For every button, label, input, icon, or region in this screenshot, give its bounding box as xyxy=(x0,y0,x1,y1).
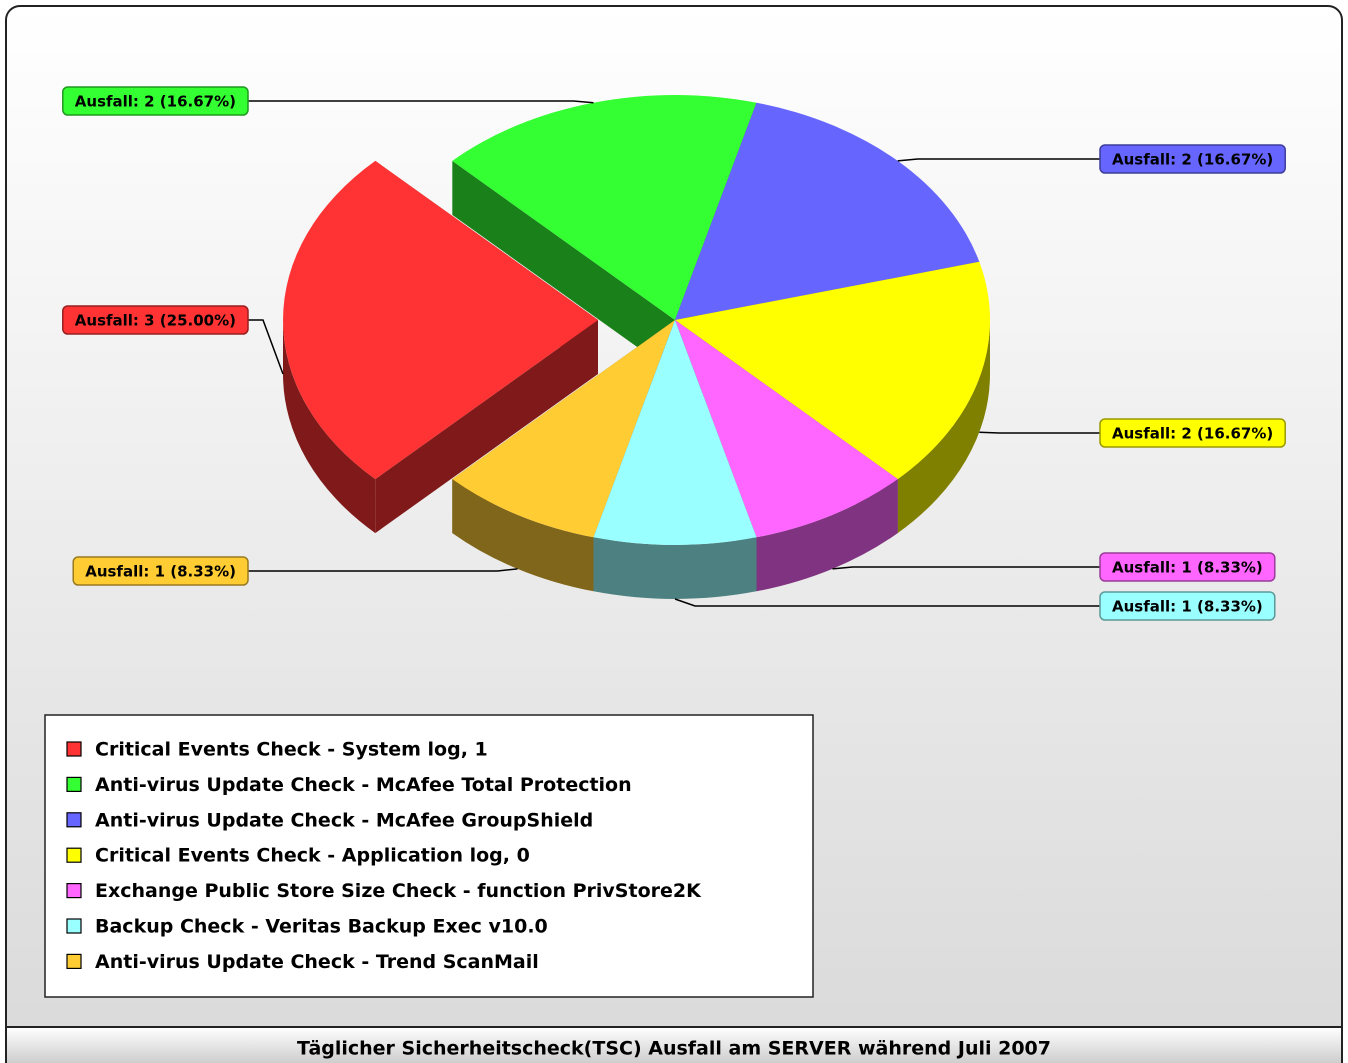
legend: Critical Events Check - System log, 1 Ant… xyxy=(66,739,702,973)
legend-swatch xyxy=(66,882,82,899)
legend-swatch xyxy=(66,776,82,793)
value-label-text: Ausfall: 1 (8.33%) xyxy=(1112,598,1263,616)
slice xyxy=(452,320,675,538)
slice-wall xyxy=(756,479,898,592)
value-label: Ausfall: 2 (16.67%) xyxy=(1099,144,1286,174)
value-label: Ausfall: 1 (8.33%) xyxy=(72,556,249,586)
legend-label: Critical Events Check - System log, 1 xyxy=(95,739,488,761)
value-label-box xyxy=(62,305,249,335)
value-label: Ausfall: 1 (8.33%) xyxy=(1099,552,1276,582)
slice-face xyxy=(375,320,598,534)
legend-label: Critical Events Check - Application log,… xyxy=(95,845,530,867)
legend-label: Anti-virus Update Check - McAfee GroupSh… xyxy=(95,809,593,831)
slice-wall xyxy=(897,320,990,534)
legend-swatch xyxy=(66,741,82,757)
value-label: Ausfall: 2 (16.67%) xyxy=(62,86,249,116)
leader-line xyxy=(832,566,1100,570)
value-label-box xyxy=(72,556,249,586)
slice xyxy=(675,261,991,480)
value-label-box xyxy=(1099,418,1286,448)
labels: Ausfall: 3 (25.00%) Ausfall: 2 (16.67%) Au… xyxy=(62,86,1286,621)
pie xyxy=(283,95,991,599)
legend-label: Exchange Public Store Size Check - funct… xyxy=(95,880,702,902)
leader-line xyxy=(979,431,1100,434)
legend-label: Anti-virus Update Check - McAfee Total P… xyxy=(95,774,632,796)
leader-line xyxy=(248,319,284,375)
slice-wall xyxy=(593,537,757,599)
slice-face xyxy=(452,160,675,374)
value-label-text: Ausfall: 1 (8.33%) xyxy=(85,563,236,581)
legend-box xyxy=(44,714,814,998)
slice xyxy=(675,320,898,538)
slice xyxy=(593,320,757,545)
slice-wall xyxy=(452,479,594,592)
value-label-text: Ausfall: 3 (25.00%) xyxy=(75,312,236,330)
slice xyxy=(675,102,980,320)
value-label-text: Ausfall: 1 (8.33%) xyxy=(1112,559,1263,577)
value-label-text: Ausfall: 2 (16.67%) xyxy=(1112,151,1273,169)
legend-label: Backup Check - Veritas Backup Exec v10.0 xyxy=(95,916,548,938)
title-bar xyxy=(5,1026,1343,1063)
value-label: Ausfall: 1 (8.33%) xyxy=(1099,591,1276,621)
value-label-box xyxy=(62,86,249,116)
legend-label: Anti-virus Update Check - Trend ScanMail xyxy=(95,951,539,973)
slice xyxy=(452,95,757,321)
slice-wall xyxy=(283,320,376,534)
legend-swatch xyxy=(66,918,82,934)
value-label-box xyxy=(1099,144,1286,174)
leader-line xyxy=(674,598,1100,607)
legend-swatch xyxy=(66,847,82,863)
leader-line xyxy=(248,100,594,104)
slice xyxy=(283,160,598,480)
value-label-text: Ausfall: 2 (16.67%) xyxy=(75,93,236,111)
leader-line xyxy=(897,158,1100,162)
value-label-box xyxy=(1099,552,1276,582)
legend-swatch xyxy=(66,812,82,828)
legend-swatch xyxy=(66,953,82,970)
value-label: Ausfall: 2 (16.67%) xyxy=(1099,418,1286,448)
value-label: Ausfall: 3 (25.00%) xyxy=(62,305,249,335)
leader-line xyxy=(248,568,518,572)
value-label-box xyxy=(1099,591,1276,621)
value-label-text: Ausfall: 2 (16.67%) xyxy=(1112,425,1273,443)
chart-title: Täglicher Sicherheitscheck(TSC) Ausfall … xyxy=(297,1038,1051,1060)
